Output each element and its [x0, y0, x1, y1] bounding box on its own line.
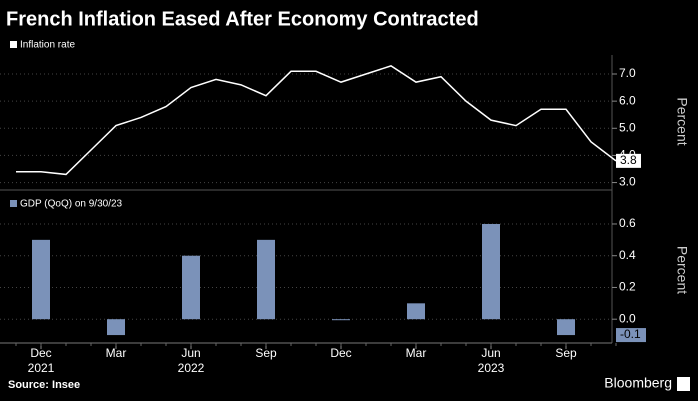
last-value-box — [616, 328, 646, 343]
x-tick-label: Sep — [255, 346, 277, 360]
bar — [332, 319, 350, 321]
x-tick-label: Mar — [106, 346, 127, 360]
bar — [107, 319, 125, 336]
y-axis-label: Percent — [674, 246, 690, 294]
x-tick-label: Dec — [30, 346, 51, 360]
credit: Bloomberg — [604, 375, 672, 391]
x-tick-label: Jun — [181, 346, 200, 360]
last-value-label: -0.1 — [620, 327, 641, 341]
legend-swatch — [10, 200, 17, 207]
y-tick-label: 6.0 — [619, 93, 636, 107]
y-tick-label: 0.4 — [619, 248, 636, 262]
year-label: 2021 — [28, 361, 55, 375]
bar — [182, 255, 200, 320]
line — [16, 65, 617, 176]
last-value-box — [616, 153, 641, 168]
bar — [482, 223, 500, 320]
year-label: 2023 — [478, 361, 505, 375]
y-axis-label: Percent — [674, 97, 690, 145]
x-tick-label: Sep — [555, 346, 577, 360]
legend-label: GDP (QoQ) on 9/30/23 — [20, 199, 123, 210]
y-tick-label: 5.0 — [619, 120, 636, 134]
y-tick-label: 0.6 — [619, 216, 636, 230]
source: Source: Insee — [8, 379, 80, 391]
x-tick-label: Mar — [406, 346, 427, 360]
bar — [557, 319, 575, 336]
legend-swatch — [10, 41, 17, 48]
logo — [677, 377, 690, 391]
chart-title: French Inflation Eased After Economy Con… — [6, 8, 479, 30]
bar — [32, 239, 50, 320]
y-tick-label: 3.0 — [619, 175, 636, 189]
x-tick-label: Jun — [481, 346, 500, 360]
y-tick-label: 0.0 — [619, 311, 636, 325]
bar — [257, 239, 275, 320]
last-value-label: 3.8 — [620, 153, 637, 167]
legend-label: Inflation rate — [20, 40, 75, 51]
bar — [407, 303, 425, 320]
x-tick-label: Dec — [330, 346, 351, 360]
y-tick-label: 7.0 — [619, 66, 636, 80]
year-label: 2022 — [178, 361, 205, 375]
y-tick-label: 0.2 — [619, 280, 636, 294]
